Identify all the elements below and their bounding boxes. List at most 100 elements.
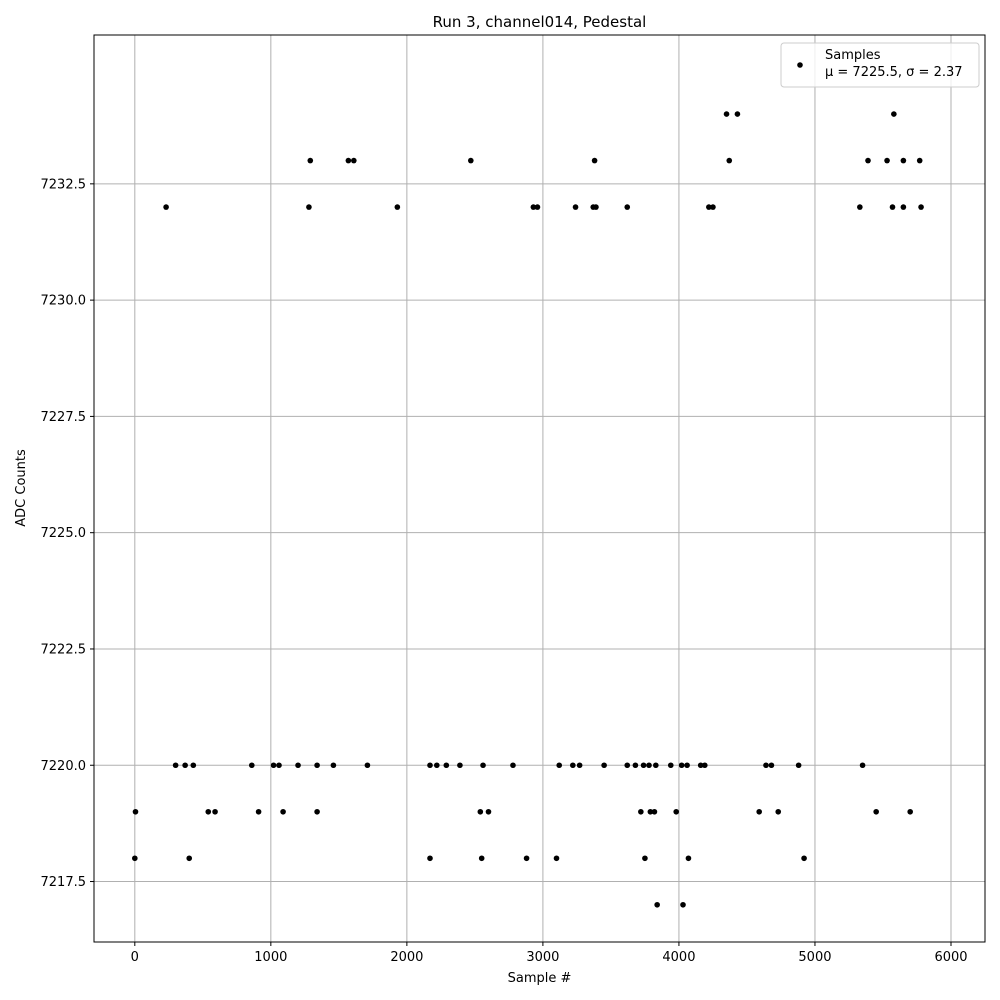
- data-point: [190, 762, 197, 769]
- data-point: [710, 204, 716, 210]
- data-point: [865, 157, 871, 164]
- data-point: [723, 111, 730, 117]
- x-tick-label: 0: [131, 950, 139, 965]
- data-point: [900, 157, 907, 164]
- data-point: [900, 204, 907, 210]
- data-point: [314, 762, 320, 769]
- data-point: [646, 762, 652, 769]
- data-point: [916, 157, 923, 164]
- legend-stats: μ = 7225.5, σ = 2.37: [825, 65, 963, 80]
- data-point: [468, 157, 474, 164]
- x-tick-label: 5000: [798, 950, 831, 965]
- x-tick-label: 4000: [662, 950, 695, 965]
- data-point: [763, 762, 769, 769]
- plot-area-frame: [93, 34, 986, 943]
- data-point: [638, 808, 644, 815]
- data-point: [433, 762, 440, 769]
- y-tick-label: 7225.0: [41, 526, 87, 541]
- data-point: [632, 762, 639, 769]
- data-point: [163, 204, 169, 210]
- data-point: [918, 204, 924, 210]
- data-point: [295, 762, 301, 769]
- y-tick-label: 7230.0: [41, 294, 87, 309]
- x-axis-label: Sample #: [508, 971, 572, 986]
- data-point: [172, 762, 179, 769]
- data-point: [553, 855, 560, 862]
- legend: Samples μ = 7225.5, σ = 2.37: [780, 42, 980, 88]
- data-point: [307, 157, 314, 164]
- data-point: [485, 808, 492, 815]
- data-point: [443, 762, 450, 769]
- data-point: [351, 157, 357, 164]
- data-points: [132, 111, 924, 908]
- data-point: [427, 762, 433, 769]
- y-tick-label: 7220.0: [41, 759, 87, 774]
- legend-marker: [797, 62, 803, 68]
- data-point: [593, 204, 599, 210]
- axis-ticks: 0 1000 2000 3000 4000 5000 6000 7217.5 7220.0 722…: [41, 177, 968, 965]
- data-point: [889, 204, 896, 210]
- data-point: [427, 855, 433, 862]
- data-point: [478, 855, 485, 862]
- data-point: [801, 855, 807, 862]
- data-point: [706, 204, 712, 210]
- data-point: [182, 762, 188, 769]
- grid-lines: [94, 35, 985, 942]
- chart-title: Run 3, channel014, Pedestal: [433, 13, 647, 31]
- data-point: [768, 762, 775, 769]
- data-point: [132, 808, 139, 815]
- data-point: [591, 157, 598, 164]
- data-point: [186, 855, 193, 862]
- data-point: [255, 808, 262, 815]
- data-point: [697, 762, 704, 769]
- data-point: [891, 111, 897, 117]
- y-axis-label: ADC Counts: [14, 449, 29, 527]
- data-point: [642, 855, 648, 862]
- data-point: [480, 762, 486, 769]
- data-point: [394, 204, 401, 210]
- data-point: [530, 204, 537, 210]
- data-point: [673, 808, 680, 815]
- data-point: [556, 762, 563, 769]
- data-point: [795, 762, 802, 769]
- y-tick-label: 7222.5: [41, 642, 87, 657]
- data-point: [701, 762, 708, 769]
- data-point: [884, 157, 890, 164]
- data-point: [624, 204, 631, 210]
- data-point: [132, 855, 138, 862]
- data-point: [477, 808, 484, 815]
- legend-series-name: Samples: [825, 48, 881, 63]
- data-point: [653, 762, 659, 769]
- x-tick-label: 6000: [934, 950, 967, 965]
- data-point: [873, 808, 879, 815]
- data-point: [756, 808, 762, 815]
- data-point: [570, 762, 576, 769]
- data-point: [678, 762, 685, 769]
- data-point: [685, 855, 692, 862]
- x-tick-label: 1000: [254, 950, 287, 965]
- y-tick-label: 7217.5: [41, 875, 87, 890]
- data-point: [651, 808, 658, 815]
- data-point: [280, 808, 286, 815]
- data-point: [654, 901, 660, 908]
- legend-box: [780, 42, 980, 88]
- data-point: [576, 762, 583, 769]
- data-point: [457, 762, 463, 769]
- y-tick-label: 7232.5: [41, 177, 87, 192]
- data-point: [276, 762, 282, 769]
- data-point: [726, 157, 733, 164]
- data-point: [205, 808, 212, 815]
- data-point: [734, 111, 741, 117]
- data-point: [857, 204, 863, 210]
- data-point: [680, 901, 686, 908]
- data-point: [330, 762, 337, 769]
- data-point: [314, 808, 320, 815]
- data-point: [270, 762, 277, 769]
- data-point: [523, 855, 530, 862]
- data-point: [775, 808, 782, 815]
- y-tick-label: 7227.5: [41, 410, 87, 425]
- data-point: [624, 762, 631, 769]
- data-point: [667, 762, 674, 769]
